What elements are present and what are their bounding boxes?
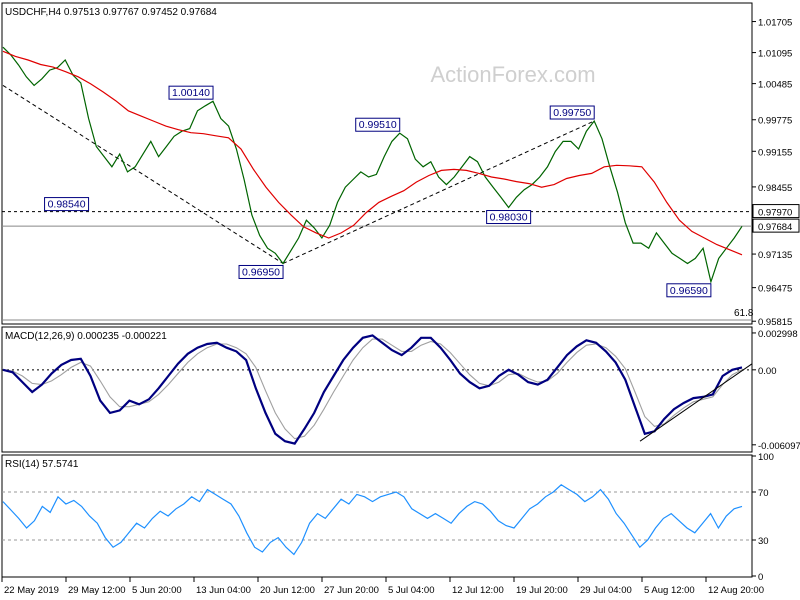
price-trendline-0 xyxy=(2,84,284,264)
price-y-tick-3: 0.99775 xyxy=(758,116,792,127)
macd-signal-line xyxy=(2,338,743,440)
x-tick-0: 22 May 2019 xyxy=(4,585,59,596)
level-price-box xyxy=(752,204,800,219)
price-y-tick-10: 0.95815 xyxy=(758,317,792,328)
price-annotation-4: 0.98030 xyxy=(490,212,528,224)
price-annotation-box-5 xyxy=(549,105,595,120)
price-annotation-5: 0.99750 xyxy=(553,107,591,119)
price-y-tick-4: 0.99155 xyxy=(758,147,792,158)
x-tick-3: 13 Jun 04:00 xyxy=(196,585,251,596)
price-series-line xyxy=(2,46,743,285)
price-annotation-3: 0.99510 xyxy=(359,119,397,131)
rsi-title: RSI(14) 57.5741 xyxy=(5,459,79,470)
macd-title: MACD(12,26,9) 0.000235 -0.000221 xyxy=(5,331,167,342)
current-price-box xyxy=(752,218,800,233)
rsi-line xyxy=(2,484,743,556)
rsi-y-tick-1: 70 xyxy=(758,488,769,499)
watermark: ActionForex.com xyxy=(430,62,595,87)
macd-panel xyxy=(1,326,753,453)
x-tick-1: 29 May 12:00 xyxy=(68,585,126,596)
x-tick-2: 5 Jun 20:00 xyxy=(132,585,182,596)
x-tick-11: 12 Aug 20:00 xyxy=(708,585,764,596)
price-annotation-box-2 xyxy=(238,264,284,279)
price-annotation-box-0 xyxy=(168,85,214,100)
macd-y-tick-0: 0.002998 xyxy=(758,329,798,340)
price-annotation-0: 1.00140 xyxy=(172,87,210,99)
price-y-tick-6: 0.97970 xyxy=(758,208,792,219)
rsi-y-tick-2: 30 xyxy=(758,536,769,547)
x-tick-7: 12 Jul 12:00 xyxy=(452,585,504,596)
price-y-tick-7: 0.97684 xyxy=(758,222,792,233)
price-annotation-box-3 xyxy=(355,117,401,132)
price-annotation-box-6 xyxy=(666,283,712,298)
x-tick-4: 20 Jun 12:00 xyxy=(260,585,315,596)
macd-trendline-0 xyxy=(639,363,753,442)
price-y-tick-5: 0.98455 xyxy=(758,183,792,194)
x-tick-6: 5 Jul 04:00 xyxy=(388,585,434,596)
rsi-y-tick-3: 0 xyxy=(758,572,763,583)
price-annotation-2: 0.96950 xyxy=(242,266,280,278)
price-title: USDCHF,H4 0.97513 0.97767 0.97452 0.9768… xyxy=(5,7,217,18)
x-tick-8: 19 Jul 20:00 xyxy=(516,585,568,596)
price-annotation-box-4 xyxy=(486,210,532,225)
moving-average-line xyxy=(2,50,743,256)
macd-y-tick-1: 0.00 xyxy=(758,366,777,377)
rsi-panel xyxy=(1,454,753,578)
price-trendline-1 xyxy=(282,120,595,264)
macd-y-tick-2: -0.006097 xyxy=(758,441,800,452)
price-y-tick-2: 1.00485 xyxy=(758,80,792,91)
x-tick-5: 27 Jun 20:00 xyxy=(324,585,379,596)
price-annotation-box-1 xyxy=(44,197,90,212)
fib-label: 61.8 xyxy=(734,308,754,319)
x-tick-9: 29 Jul 04:00 xyxy=(580,585,632,596)
price-panel xyxy=(1,2,753,325)
macd-line xyxy=(2,334,743,445)
price-y-tick-0: 1.01705 xyxy=(758,18,792,29)
price-y-tick-9: 0.96475 xyxy=(758,284,792,295)
price-annotation-6: 0.96590 xyxy=(670,285,708,297)
x-tick-10: 5 Aug 12:00 xyxy=(644,585,695,596)
price-y-tick-1: 1.01095 xyxy=(758,49,792,60)
price-annotation-1: 0.98540 xyxy=(48,199,86,211)
price-y-tick-8: 0.97135 xyxy=(758,250,792,261)
rsi-y-tick-0: 100 xyxy=(758,452,774,463)
